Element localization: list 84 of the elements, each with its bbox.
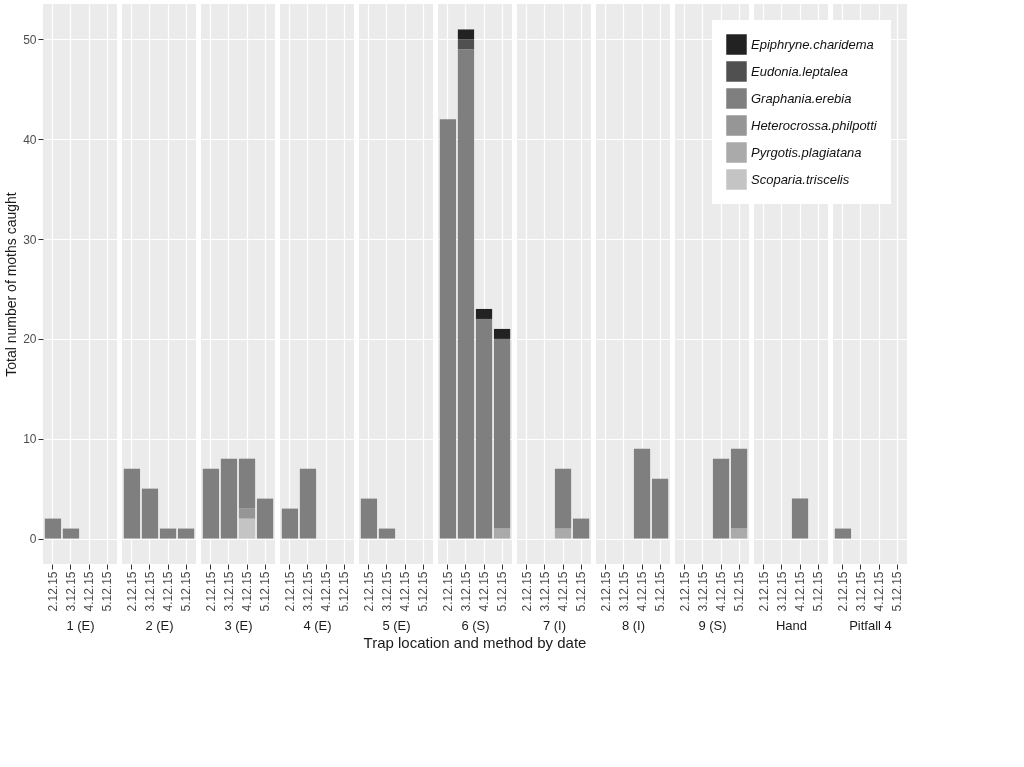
- text: 2 (E): [145, 617, 174, 633]
- x-tick-label: 5.12.15: [416, 571, 431, 612]
- x-tick-label: 4.12.15: [82, 571, 97, 612]
- x-tick-label: 2.12.15: [519, 571, 534, 612]
- x-tick-label: 4.12.15: [635, 571, 650, 612]
- x-tick-label: 5.12.15: [732, 571, 747, 612]
- x-axis-title: Trap location and method by date: [363, 634, 587, 652]
- x-tick-label: 5.12.15: [100, 571, 115, 612]
- bar: [475, 308, 493, 319]
- bar: [457, 49, 475, 539]
- x-tick-label: 4.12.15: [477, 571, 492, 612]
- bar: [493, 328, 511, 339]
- legend-label: Eudonia.leptalea: [751, 63, 848, 79]
- bar: [493, 338, 511, 529]
- x-tick-label: 2.12.15: [440, 571, 455, 612]
- x-tick-label: 3.12.15: [616, 571, 631, 612]
- bar: [457, 29, 475, 40]
- y-tick-label: 40: [23, 132, 37, 147]
- legend-label: Epiphryne.charidema: [751, 36, 874, 52]
- text: 3 (E): [224, 617, 253, 633]
- x-tick-label: 3.12.15: [458, 571, 473, 612]
- text: Hand: [775, 617, 808, 633]
- x-tick-label: 2.12.15: [835, 571, 850, 612]
- y-tick-label: 10: [23, 432, 37, 447]
- y-tick-label: 30: [23, 232, 37, 247]
- bar: [238, 508, 256, 519]
- y-axis-title: Total number of moths caught: [3, 192, 20, 377]
- bar: [238, 518, 256, 539]
- text: 7 (I): [542, 617, 567, 633]
- x-tick-label: 3.12.15: [142, 571, 157, 612]
- x-tick-label: 5.12.15: [495, 571, 510, 612]
- x-tick-label: 2.12.15: [124, 571, 139, 612]
- x-tick-label: 2.12.15: [677, 571, 692, 612]
- x-tick-label: 4.12.15: [793, 571, 808, 612]
- bar: [493, 528, 511, 539]
- x-tick-label: 4.12.15: [319, 571, 334, 612]
- x-tick-label: 2.12.15: [282, 571, 297, 612]
- bar: [220, 458, 238, 539]
- x-tick-label: 3.12.15: [853, 571, 868, 612]
- x-tick-label: 4.12.15: [240, 571, 255, 612]
- x-tick-label: 5.12.15: [258, 571, 273, 612]
- bar: [475, 318, 493, 539]
- legend-label: Heterocrossa.philpotti: [751, 117, 878, 133]
- bar: [238, 458, 256, 509]
- bar: [202, 468, 220, 539]
- legend-label: Scoparia.triscelis: [751, 171, 850, 187]
- x-tick-label: 5.12.15: [653, 571, 668, 612]
- text: 5 (E): [382, 617, 411, 633]
- x-tick-label: 5.12.15: [337, 571, 352, 612]
- bar: [256, 498, 274, 539]
- x-tick-label: 4.12.15: [556, 571, 571, 612]
- legend-label: Graphania.erebia: [751, 90, 852, 106]
- bar: [439, 119, 457, 539]
- x-tick-label: 3.12.15: [379, 571, 394, 612]
- bar: [457, 39, 475, 50]
- x-tick-label: 4.12.15: [161, 571, 176, 612]
- x-tick-label: 2.12.15: [203, 571, 218, 612]
- x-tick-label: 5.12.15: [890, 571, 905, 612]
- y-tick-label: 50: [23, 32, 37, 47]
- x-tick-label: 2.12.15: [598, 571, 613, 612]
- x-tick-label: 3.12.15: [774, 571, 789, 612]
- legend-label: Pyrgotis.plagiatana: [751, 144, 862, 160]
- x-tick-label: 5.12.15: [179, 571, 194, 612]
- x-tick-label: 2.12.15: [756, 571, 771, 612]
- y-tick-label: 0: [29, 532, 37, 547]
- x-tick-label: 2.12.15: [361, 571, 376, 612]
- text: 1 (E): [66, 617, 95, 633]
- x-tick-label: 3.12.15: [63, 571, 78, 612]
- x-tick-label: 2.12.15: [45, 571, 60, 612]
- x-tick-label: 3.12.15: [221, 571, 236, 612]
- text: 4 (E): [303, 617, 332, 633]
- y-tick-label: 20: [23, 332, 37, 347]
- text: 8 (I): [621, 617, 646, 633]
- x-tick-label: 3.12.15: [537, 571, 552, 612]
- x-tick-label: 4.12.15: [714, 571, 729, 612]
- text: 6 (S): [461, 617, 490, 633]
- text: Pitfall 4: [849, 617, 892, 633]
- x-tick-label: 5.12.15: [574, 571, 589, 612]
- text: 9 (S): [698, 617, 727, 633]
- x-tick-label: 4.12.15: [398, 571, 413, 612]
- x-tick-label: 5.12.15: [811, 571, 826, 612]
- x-tick-label: 3.12.15: [300, 571, 315, 612]
- x-tick-label: 4.12.15: [872, 571, 887, 612]
- x-tick-label: 3.12.15: [695, 571, 710, 612]
